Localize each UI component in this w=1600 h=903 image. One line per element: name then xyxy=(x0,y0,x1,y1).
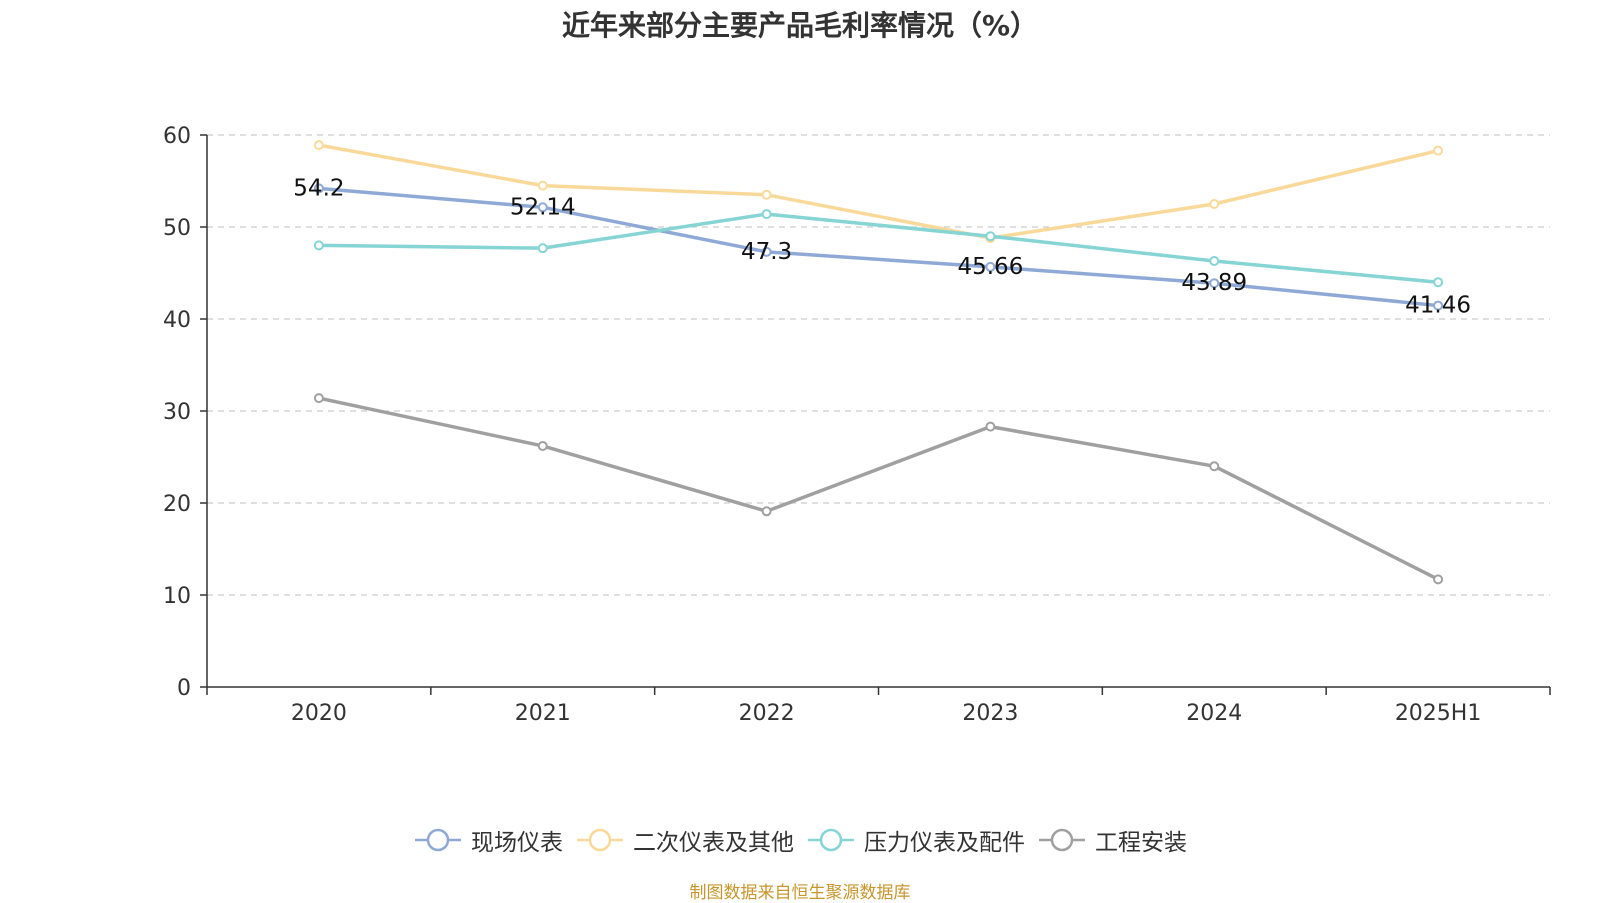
data-label: 43.89 xyxy=(1181,270,1247,296)
data-point xyxy=(985,231,996,242)
axis-layer: 0 10 20 30 40 50 60 2020 2021 2022 2023 2024 2025H1 xyxy=(163,124,1551,726)
data-point xyxy=(1433,145,1444,156)
data-point xyxy=(761,209,772,220)
legend-item[interactable]: 二次仪表及其他 xyxy=(575,823,794,857)
data-point xyxy=(1209,278,1220,289)
chart-title: 近年来部分主要产品毛利率情况（%） xyxy=(561,9,1039,42)
y-tick-label: 50 xyxy=(163,216,191,241)
x-tick-label: 2025H1 xyxy=(1395,701,1482,726)
data-label: 41.46 xyxy=(1405,293,1471,319)
legend-label: 压力仪表及配件 xyxy=(864,830,1025,856)
data-label: 52.14 xyxy=(510,194,576,220)
legend-swatch-icon xyxy=(1039,828,1085,852)
series-layer xyxy=(313,140,1444,585)
series-line-1 xyxy=(317,143,1440,240)
data-label: 45.66 xyxy=(957,254,1023,280)
y-tick-label: 60 xyxy=(163,124,191,149)
legend-swatch-icon xyxy=(577,828,623,852)
data-point xyxy=(761,506,772,517)
data-point xyxy=(761,189,772,200)
data-label: 54.2 xyxy=(293,175,344,201)
data-point xyxy=(313,140,324,151)
legend-item[interactable]: 压力仪表及配件 xyxy=(806,823,1025,857)
x-tick-label: 2020 xyxy=(291,701,347,726)
data-point xyxy=(1433,277,1444,288)
x-tick-label: 2023 xyxy=(962,701,1018,726)
data-point xyxy=(1209,461,1220,472)
legend-item[interactable]: 现场仪表 xyxy=(413,823,563,857)
x-tick-label: 2021 xyxy=(515,701,571,726)
data-point xyxy=(313,393,324,404)
data-point xyxy=(537,202,548,213)
legend-swatch-icon xyxy=(808,828,854,852)
source-note: 制图数据来自恒生聚源数据库 xyxy=(689,883,911,903)
legend-item[interactable]: 工程安装 xyxy=(1037,823,1187,857)
data-point xyxy=(537,180,548,191)
y-tick-label: 20 xyxy=(163,492,191,517)
y-tick-label: 0 xyxy=(177,676,191,701)
data-label-layer: 54.2 52.14 47.3 45.66 43.89 41.46 xyxy=(293,175,1471,318)
legend-label: 工程安装 xyxy=(1095,830,1187,856)
data-point xyxy=(1433,300,1444,311)
series-line-3 xyxy=(317,396,1440,582)
data-point xyxy=(985,421,996,432)
grid-layer xyxy=(207,134,1550,596)
data-point xyxy=(313,183,324,194)
legend-swatch-icon xyxy=(415,828,461,852)
legend-label: 现场仪表 xyxy=(471,830,563,856)
data-point xyxy=(313,240,324,251)
y-tick-label: 10 xyxy=(163,584,191,609)
data-point xyxy=(1209,199,1220,209)
data-point xyxy=(1433,574,1444,585)
legend: 现场仪表 二次仪表及其他 压力仪表及配件 工程安装 xyxy=(0,823,1600,857)
data-point xyxy=(761,246,772,257)
series-line-0 xyxy=(317,186,1440,308)
x-tick-label: 2022 xyxy=(739,701,795,726)
data-point xyxy=(537,243,548,254)
y-tick-label: 40 xyxy=(163,308,191,333)
series-line-2 xyxy=(317,212,1440,284)
data-point xyxy=(985,261,996,272)
data-point xyxy=(537,440,548,451)
y-tick-label: 30 xyxy=(163,400,191,425)
data-label: 47.3 xyxy=(741,239,792,265)
x-tick-label: 2024 xyxy=(1186,701,1242,726)
data-point xyxy=(1209,256,1220,267)
legend-label: 二次仪表及其他 xyxy=(633,830,794,856)
